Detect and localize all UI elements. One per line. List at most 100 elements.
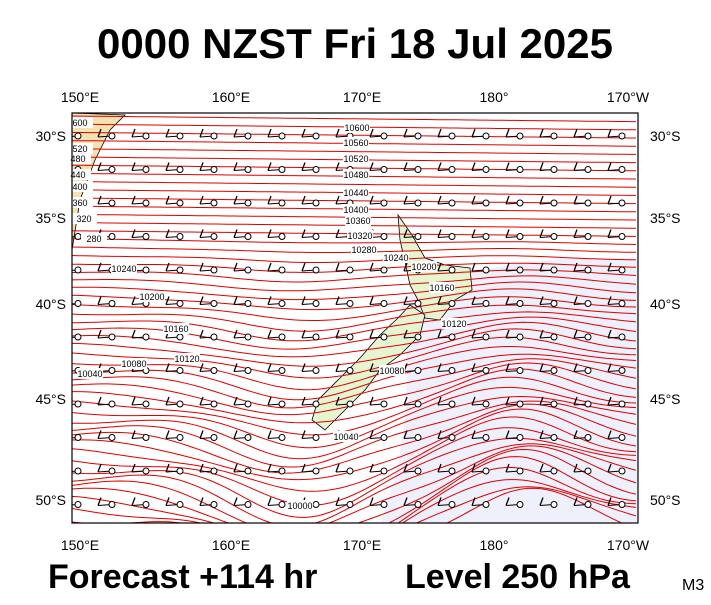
wind-barb — [403, 162, 408, 171]
forecast: Forecast +114 hr — [48, 558, 317, 596]
contour-label: 10160 — [163, 324, 188, 334]
wind-station — [108, 434, 116, 441]
wind-barb — [233, 296, 238, 305]
wind-station — [312, 367, 320, 374]
contour-label: 10040 — [333, 432, 358, 442]
lat-label: 50°S — [650, 492, 681, 508]
wind-station — [618, 233, 626, 240]
wind-barb — [607, 463, 612, 473]
contour-label: 10320 — [347, 231, 372, 241]
wind-barb — [471, 296, 476, 305]
wind-station — [448, 166, 456, 173]
height-contour — [72, 376, 637, 436]
contour-label: 10200 — [411, 262, 436, 272]
wind-barb — [437, 497, 442, 506]
wind-barb — [505, 128, 510, 138]
wind-station — [550, 233, 558, 240]
wind-station — [482, 266, 490, 274]
wind-barb — [369, 396, 374, 406]
wind-station — [618, 166, 626, 173]
contour-label: 10600 — [344, 123, 369, 133]
wind-station — [482, 300, 490, 307]
wind-station — [448, 233, 456, 240]
wind-barb — [573, 229, 578, 238]
wind-station — [176, 300, 184, 307]
wind-station — [244, 300, 252, 307]
wind-barb — [539, 128, 544, 138]
height-contour — [72, 304, 637, 332]
wind-barb — [199, 162, 204, 171]
wind-station — [176, 400, 184, 408]
wind-station — [448, 132, 456, 140]
wind-barb — [267, 329, 272, 339]
wind-barb — [573, 430, 578, 439]
wind-station — [142, 132, 150, 140]
wind-station — [414, 199, 422, 207]
wind-barb — [403, 396, 408, 406]
wind-station — [618, 467, 626, 475]
wind-station — [176, 166, 184, 173]
wind-barb — [267, 229, 272, 238]
wind-barb — [267, 430, 272, 439]
wind-barb — [267, 497, 272, 506]
wind-barb — [403, 329, 408, 339]
wind-station — [584, 434, 592, 441]
wind-barb — [335, 396, 340, 406]
wind-barb — [573, 396, 578, 406]
wind-barb — [233, 195, 238, 205]
wind-station — [312, 132, 320, 140]
wind-barb — [335, 363, 340, 372]
wind-station — [176, 367, 184, 374]
wind-station — [108, 333, 116, 341]
contour-label-box — [77, 368, 103, 379]
contour-label-box — [379, 365, 405, 376]
wind-station — [346, 400, 354, 408]
wind-station — [584, 233, 592, 240]
contour-label-box — [383, 252, 409, 263]
wind-barb — [267, 463, 272, 473]
wind-station — [448, 467, 456, 475]
level: Level 250 hPa — [405, 558, 631, 596]
wind-station — [380, 266, 388, 274]
wind-barb — [199, 463, 204, 473]
lat-label: 35°S — [35, 210, 66, 226]
wind-barb — [505, 363, 510, 372]
wind-barb — [607, 229, 612, 238]
wind-station — [210, 333, 218, 341]
wind-station — [448, 300, 456, 307]
wind-station — [244, 501, 252, 508]
wind-station — [618, 333, 626, 341]
wind-station — [516, 233, 524, 240]
wind-barb — [437, 229, 442, 238]
wind-barb — [199, 396, 204, 406]
wind-barb — [403, 463, 408, 473]
wind-station — [312, 266, 320, 274]
wind-barb — [199, 430, 204, 439]
wind-barb — [165, 162, 170, 171]
wind-barb — [437, 162, 442, 171]
contour-label: 10120 — [441, 319, 466, 329]
wind-barb — [369, 463, 374, 473]
wind-station — [244, 199, 252, 207]
lon-label: 160°E — [212, 89, 250, 105]
height-contour — [72, 466, 637, 523]
contour-label-box — [345, 215, 371, 226]
wind-station — [584, 300, 592, 307]
height-contour — [72, 288, 637, 311]
height-contour — [72, 255, 637, 263]
lat-label: 30°S — [650, 128, 681, 144]
wind-barb — [539, 329, 544, 339]
wind-station — [176, 434, 184, 441]
wind-station — [312, 300, 320, 307]
wind-station — [74, 501, 82, 508]
wind-barb — [301, 463, 306, 473]
wind-station — [312, 467, 320, 475]
wind-station — [142, 467, 150, 475]
wind-barb — [369, 262, 374, 272]
wind-station — [584, 367, 592, 374]
contour-label-box — [139, 291, 165, 302]
wind-station — [210, 132, 218, 140]
wind-barb — [403, 497, 408, 506]
wind-barb — [539, 497, 544, 506]
wind-barb — [267, 296, 272, 305]
